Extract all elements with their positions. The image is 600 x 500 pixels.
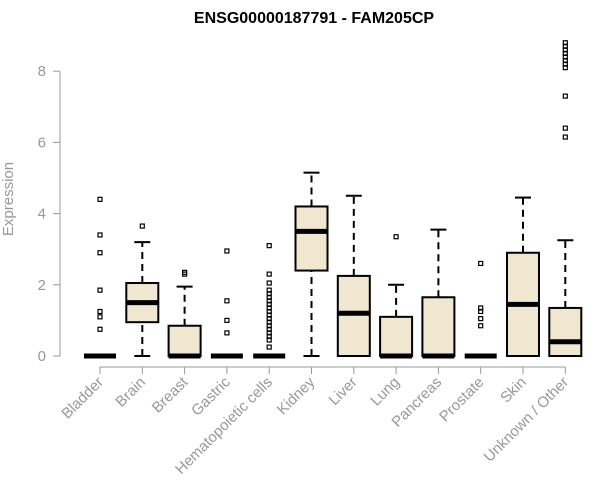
box-pancreas <box>421 228 456 359</box>
box-hematopoietic-cells <box>253 243 286 359</box>
box-skin <box>506 196 540 357</box>
y-tick-label: 6 <box>38 134 46 151</box>
box-prostate <box>464 260 497 359</box>
boxes-group <box>84 40 583 359</box>
outlier-point <box>562 93 568 99</box>
box-body <box>421 296 456 358</box>
box-body <box>548 306 583 358</box>
outlier-point <box>97 250 103 256</box>
outlier-point <box>266 287 272 293</box>
y-axis: 0 2 4 6 8 <box>38 63 61 365</box>
y-tick-label: 4 <box>38 206 46 223</box>
y-axis-label: Expression <box>0 162 17 236</box>
outlier-point <box>224 248 230 254</box>
box-kidney <box>294 171 329 357</box>
chart-title: ENSG00000187791 - FAM205CP <box>194 10 434 27</box>
outlier-point <box>562 125 568 131</box>
box-gastric <box>210 248 243 359</box>
outlier-point <box>97 232 103 238</box>
x-tick-label: Liver <box>326 374 361 409</box>
box-lung <box>379 234 414 359</box>
outlier-point <box>562 134 568 140</box>
outlier-point <box>562 40 568 46</box>
outlier-point <box>97 287 103 293</box>
outlier-point <box>224 330 230 336</box>
outlier-point <box>478 323 484 329</box>
box-body <box>167 324 202 357</box>
box-body <box>294 205 329 272</box>
box-body <box>379 315 414 357</box>
outlier-point <box>97 314 103 320</box>
x-tick-label: Prostate <box>436 374 488 426</box>
outlier-point <box>393 234 399 240</box>
box-brain <box>125 223 160 357</box>
box-body <box>336 274 371 357</box>
x-tick-label: Lung <box>367 374 403 410</box>
y-tick-label: 2 <box>38 277 46 294</box>
outlier-point <box>266 344 272 350</box>
box-bladder <box>84 196 116 359</box>
outlier-point <box>97 308 103 315</box>
outlier-point <box>266 271 272 277</box>
x-tick-label: Kidney <box>274 373 319 418</box>
x-tick-label: Brain <box>112 374 149 411</box>
outlier-point <box>224 298 230 304</box>
y-tick-label: 8 <box>38 63 46 80</box>
outlier-point <box>478 316 484 322</box>
outlier-point <box>478 260 484 267</box>
outlier-point <box>97 326 103 332</box>
outlier-point <box>266 280 272 286</box>
x-tick-label: Skin <box>497 374 530 407</box>
x-tick-label: Bladder <box>58 374 107 423</box>
outlier-point <box>266 243 272 249</box>
outlier-point <box>478 305 484 311</box>
x-tick-label: Breast <box>149 373 192 416</box>
box-unknown-other <box>548 40 583 358</box>
outlier-point <box>97 196 103 202</box>
outlier-point <box>224 317 230 323</box>
y-tick-label: 0 <box>38 348 46 365</box>
box-liver <box>336 194 371 357</box>
outlier-point <box>182 269 188 275</box>
box-breast <box>167 269 202 359</box>
outlier-point <box>139 223 145 229</box>
